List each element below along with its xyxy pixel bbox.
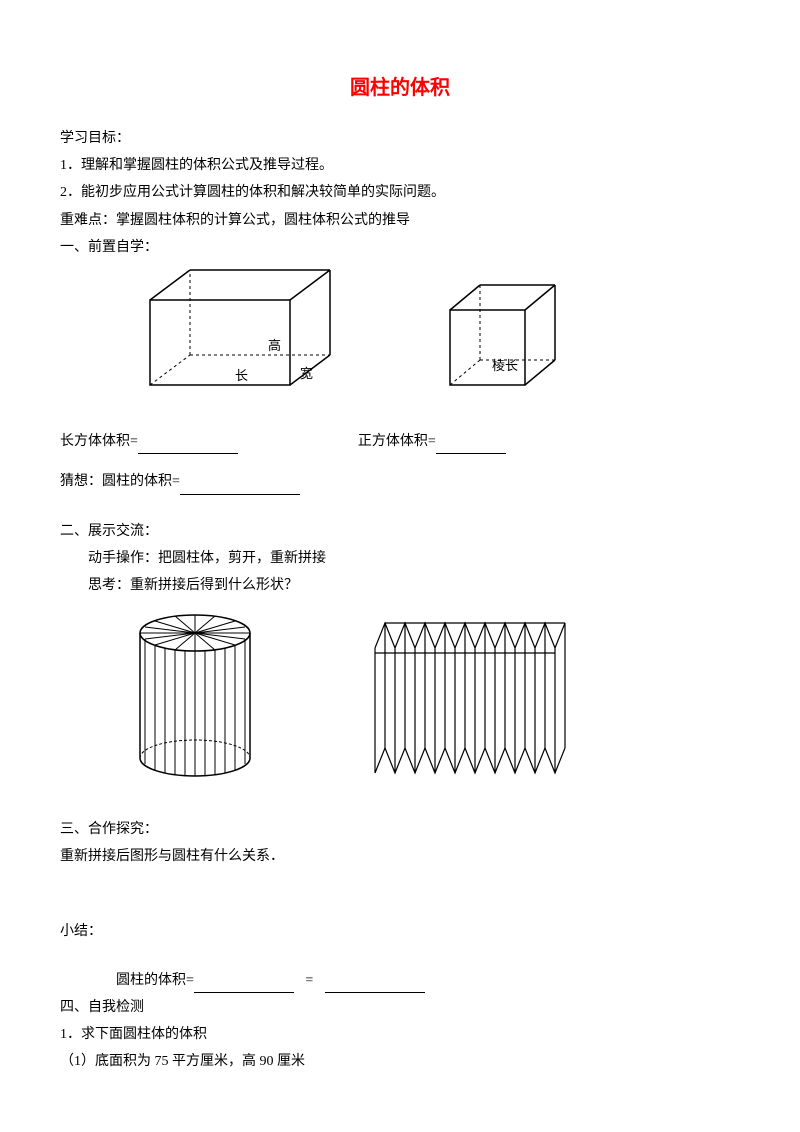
cube-edge-label: 棱长 [492, 358, 518, 373]
section-3-title: 三、合作探究： [60, 817, 740, 842]
section-2-line-2: 思考：重新拼接后得到什么形状？ [60, 573, 740, 598]
cuboid-width-label: 宽 [300, 366, 313, 381]
section-2-line-1: 动手操作：把圆柱体，剪开，重新拼接 [60, 546, 740, 571]
cuboid-length-label: 长 [235, 368, 248, 383]
cube-volume-label: 正方体体积= [358, 434, 436, 449]
section-2-title: 二、展示交流： [60, 519, 740, 544]
equals-text: = [305, 973, 313, 988]
keypoint: 重难点：掌握圆柱体积的计算公式，圆柱体积公式的推导 [60, 208, 740, 233]
cylinder-sliced-figure [130, 613, 260, 787]
guess-label: 猜想：圆柱的体积= [60, 474, 180, 489]
blank-fill [138, 440, 238, 454]
objective-1: 1．理解和掌握圆柱的体积公式及推导过程。 [60, 153, 740, 178]
cuboid-volume-formula: 长方体体积= [60, 429, 238, 454]
section-1-title: 一、前置自学： [60, 235, 740, 260]
figure-row-1: 高 长 宽 棱长 [60, 265, 740, 404]
rearranged-prism-figure [370, 613, 570, 787]
section-4-q1: 1．求下面圆柱体的体积 [60, 1022, 740, 1047]
cube-figure: 棱长 [440, 280, 570, 404]
section-3-line-1: 重新拼接后图形与圆柱有什么关系． [60, 844, 740, 869]
blank-fill [325, 979, 425, 993]
section-4-q1-1: （1）底面积为 75 平方厘米，高 90 厘米 [60, 1049, 740, 1074]
blank-fill [180, 481, 300, 495]
cube-volume-formula: 正方体体积= [358, 429, 506, 454]
volume-formulas-row: 长方体体积= 正方体体积= [60, 429, 740, 454]
summary-formula-line: 圆柱的体积= = [60, 968, 740, 993]
summary-formula-label: 圆柱的体积= [116, 973, 194, 988]
blank-fill [436, 440, 506, 454]
blank-fill [194, 979, 294, 993]
objective-2: 2．能初步应用公式计算圆柱的体积和解决较简单的实际问题。 [60, 180, 740, 205]
cuboid-volume-label: 长方体体积= [60, 434, 138, 449]
page-title: 圆柱的体积 [60, 70, 740, 106]
summary-label: 小结： [60, 919, 740, 944]
guess-line: 猜想：圆柱的体积= [60, 469, 740, 494]
cuboid-figure: 高 长 宽 [140, 265, 340, 404]
cuboid-height-label: 高 [268, 338, 281, 353]
section-4-title: 四、自我检测 [60, 995, 740, 1020]
objectives-label: 学习目标： [60, 126, 740, 151]
figure-row-2 [60, 613, 740, 787]
